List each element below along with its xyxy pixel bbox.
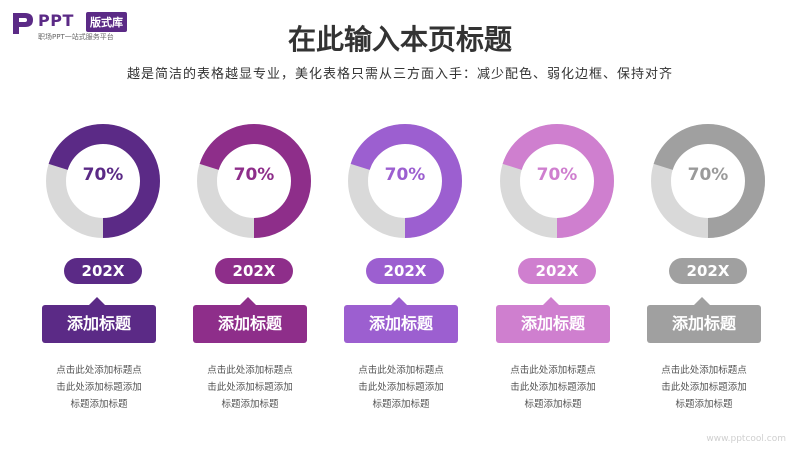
description-line: 击此处添加标题添加 [510, 382, 596, 393]
stat-card: 70% 202X 添加标题点击此处添加标题点 击此处添加标题添加 标题添加标题 [42, 110, 164, 430]
description[interactable]: 点击此处添加标题点 击此处添加标题添加 标题添加标题 [42, 362, 156, 413]
percent-label: 70% [687, 165, 729, 185]
description-line: 标题添加标题 [524, 399, 582, 410]
page-subtitle[interactable]: 越是简洁的表格越显专业，美化表格只需从三方面入手：减少配色、弱化边框、保持对齐 [126, 67, 673, 82]
description-line: 标题添加标题 [221, 399, 279, 410]
heading-label: 添加标题 [671, 314, 736, 333]
logo: PPT 版式库 职场PPT一站式服务平台 [10, 10, 170, 41]
description[interactable]: 点击此处添加标题点 击此处添加标题添加 标题添加标题 [344, 362, 458, 413]
heading-notch [89, 297, 105, 305]
heading-label: 添加标题 [368, 314, 433, 333]
description-line: 点击此处添加标题点 [358, 365, 444, 376]
ring-progress [500, 124, 614, 238]
description-line: 标题添加标题 [675, 399, 733, 410]
description-line: 击此处添加标题添加 [358, 382, 444, 393]
page-title[interactable]: 在此输入本页标题 [287, 23, 512, 56]
description-line: 击此处添加标题添加 [56, 382, 142, 393]
description[interactable]: 点击此处添加标题点 击此处添加标题添加 标题添加标题 [193, 362, 307, 413]
logo-p-icon [13, 13, 33, 34]
stat-card: 70% 202X 添加标题点击此处添加标题点 击此处添加标题添加 标题添加标题 [193, 110, 315, 430]
description-line: 点击此处添加标题点 [56, 365, 142, 376]
ring-progress [348, 124, 462, 238]
description[interactable]: 点击此处添加标题点 击此处添加标题添加 标题添加标题 [647, 362, 761, 413]
logo-brand: PPT [38, 11, 74, 30]
description-line: 点击此处添加标题点 [207, 365, 293, 376]
description-line: 标题添加标题 [372, 399, 430, 410]
percent-label: 70% [233, 165, 275, 185]
stat-card: 70% 202X 添加标题点击此处添加标题点 击此处添加标题添加 标题添加标题 [344, 110, 466, 430]
progress-ring [496, 120, 618, 242]
progress-ring [42, 120, 164, 242]
heading-label: 添加标题 [520, 314, 585, 333]
heading-notch [240, 297, 256, 305]
progress-ring [344, 120, 466, 242]
heading-box[interactable]: 添加标题 [193, 297, 307, 343]
heading-box[interactable]: 添加标题 [647, 297, 761, 343]
heading-label: 添加标题 [217, 314, 282, 333]
percent-label: 70% [536, 165, 578, 185]
description-line: 击此处添加标题添加 [661, 382, 747, 393]
ring-progress [197, 124, 311, 238]
year-pill[interactable]: 202X [518, 258, 596, 284]
year-pill[interactable]: 202X [215, 258, 293, 284]
year-pill[interactable]: 202X [64, 258, 142, 284]
heading-box[interactable]: 添加标题 [344, 297, 458, 343]
description-line: 点击此处添加标题点 [661, 365, 747, 376]
year-pill[interactable]: 202X [366, 258, 444, 284]
stat-card: 70% 202X 添加标题点击此处添加标题点 击此处添加标题添加 标题添加标题 [496, 110, 618, 430]
percent-label: 70% [384, 165, 426, 185]
progress-ring [193, 120, 315, 242]
heading-box[interactable]: 添加标题 [496, 297, 610, 343]
ring-progress [651, 124, 765, 238]
description-line: 标题添加标题 [70, 399, 128, 410]
year-pill[interactable]: 202X [669, 258, 747, 284]
description[interactable]: 点击此处添加标题点 击此处添加标题添加 标题添加标题 [496, 362, 610, 413]
stat-card: 70% 202X 添加标题点击此处添加标题点 击此处添加标题添加 标题添加标题 [647, 110, 769, 430]
heading-notch [694, 297, 710, 305]
watermark: www.pptcool.com [706, 434, 786, 444]
ring-progress [46, 124, 160, 238]
percent-label: 70% [82, 165, 124, 185]
description-line: 点击此处添加标题点 [510, 365, 596, 376]
heading-notch [391, 297, 407, 305]
logo-badge: 版式库 [86, 12, 127, 32]
progress-ring [647, 120, 769, 242]
heading-box[interactable]: 添加标题 [42, 297, 156, 343]
logo-tagline: 职场PPT一站式服务平台 [38, 33, 114, 41]
heading-label: 添加标题 [66, 314, 131, 333]
description-line: 击此处添加标题添加 [207, 382, 293, 393]
heading-notch [543, 297, 559, 305]
